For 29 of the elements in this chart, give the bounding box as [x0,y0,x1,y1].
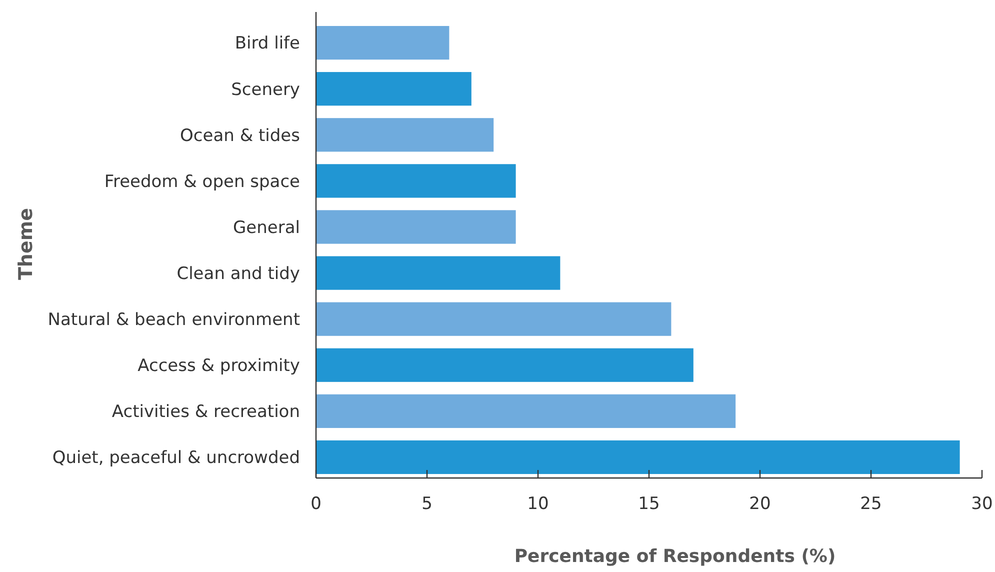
bar [316,26,450,60]
y-tick-label: Scenery [231,80,300,100]
y-tick-label: Clean and tidy [176,264,300,284]
x-tick-label: 10 [527,494,549,514]
x-tick-label: 15 [638,494,660,514]
bar [316,118,494,152]
y-tick-label: General [233,218,300,238]
y-tick-label: Quiet, peaceful & uncrowded [52,448,300,468]
bar [316,348,694,382]
x-axis-title: Percentage of Respondents (%) [514,546,836,567]
bar [316,394,736,428]
y-tick-label: Natural & beach environment [48,310,300,330]
bar [316,302,672,336]
bar [316,164,516,198]
bar [316,440,960,474]
x-tick-label: 5 [422,494,432,514]
bar [316,72,472,106]
y-tick-label: Ocean & tides [180,126,300,146]
y-tick-label: Freedom & open space [104,172,300,192]
y-tick-label: Activities & recreation [112,402,300,422]
bar [316,210,516,244]
x-tick-label: 0 [310,494,322,514]
x-tick-label: 20 [749,494,771,514]
x-tick-label: 25 [860,494,882,514]
y-tick-label: Access & proximity [138,356,300,376]
bar [316,256,560,290]
y-axis-title: Theme [15,208,37,280]
x-tick-label: 30 [971,494,993,514]
y-tick-label: Bird life [234,34,300,54]
